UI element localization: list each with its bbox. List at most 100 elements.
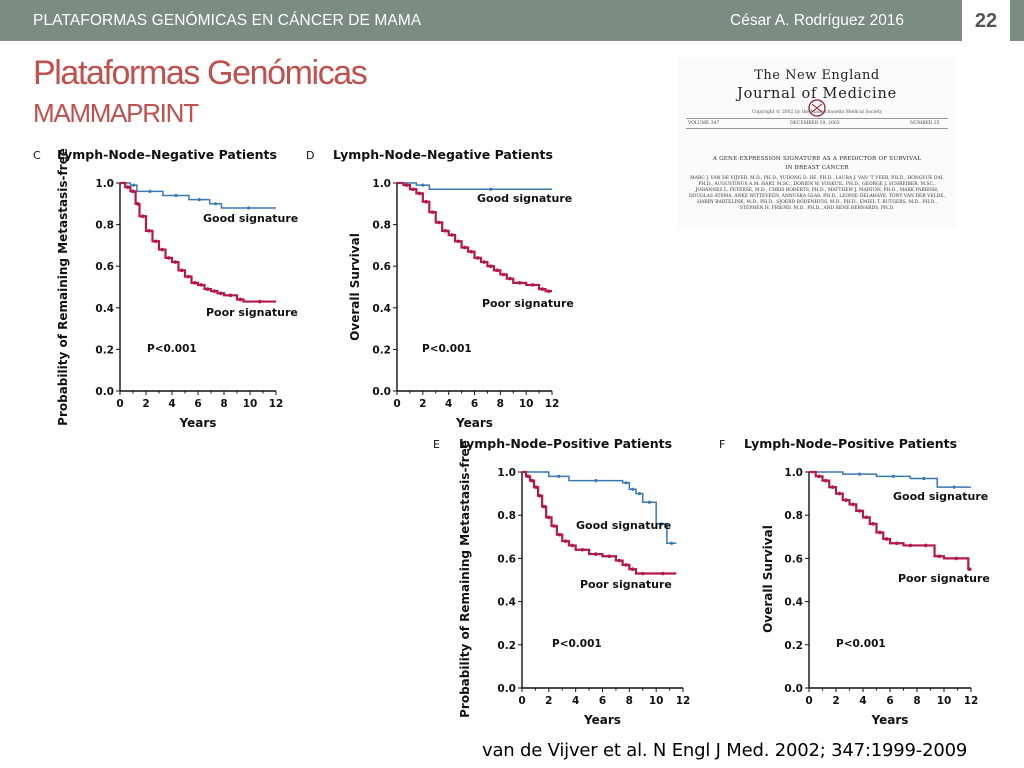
journal-number: NUMBER 25: [910, 121, 940, 126]
panel-d-xtick-label: 4: [445, 398, 452, 410]
journal-rule-2: [686, 128, 948, 129]
panel-e-poor-censor-mark: [563, 539, 568, 543]
panel-d-ytick-label: 0.4: [372, 303, 391, 315]
panel-f-poor-censor-mark: [817, 474, 821, 479]
panel-e-xtick-label: 6: [599, 695, 606, 707]
panel-f-ytick-label: 0.8: [784, 510, 803, 522]
panel-e-poor-censor-mark: [624, 563, 628, 567]
article-title-line1: A GENE-EXPRESSION SIGNATURE AS A PREDICT…: [712, 156, 922, 162]
panel-e-ytick-label: 0.4: [497, 597, 516, 609]
panel-d-poor-censor-mark: [463, 245, 467, 250]
page-number-box: 22: [962, 0, 1010, 41]
panel-d-x-label: Years: [455, 416, 493, 430]
panel-d-xtick-label: 0: [393, 398, 400, 410]
panel-c-poor-censor-mark: [179, 268, 184, 273]
panel-e-xtick-label: 8: [626, 695, 633, 707]
panel-c-good-signature-curve: [120, 182, 276, 209]
panel-c-poor-censor-mark: [238, 297, 243, 302]
panel-d-poor-censor-mark: [469, 249, 474, 254]
panel-c-good-censor-mark: [148, 189, 152, 193]
panel-c-xtick-label: 12: [269, 398, 284, 410]
panel-e-xtick-label: 0: [518, 695, 525, 707]
panel-c-poor-censor-mark: [160, 247, 165, 252]
panel-c-poor-censor-mark: [135, 202, 140, 206]
panel-d-poor-censor-mark: [437, 220, 441, 225]
panel-d-poor-censor-mark: [475, 256, 480, 260]
panel-c-ytick-label: 0.6: [95, 261, 114, 273]
panel-c-good-censor-mark: [132, 183, 136, 187]
panel-c-ytick-label: 0.0: [95, 386, 114, 398]
panel-c-poor-censor-mark: [147, 229, 152, 233]
panel-c-xtick-label: 6: [194, 398, 201, 410]
panel-c-poor-censor-mark: [228, 293, 233, 298]
panel-e-poor-censor-mark: [570, 543, 575, 548]
panel-c-title: Lymph-Node–Negative Patients: [57, 147, 277, 162]
panel-f-ytick-label: 0.6: [784, 553, 803, 565]
panel-e-poor-censor-mark: [630, 567, 635, 571]
panel-f-ytick-label: 1.0: [784, 467, 803, 479]
panel-f-ytick-label: 0.2: [784, 640, 803, 652]
panel-d-poor-censor-mark: [430, 210, 435, 214]
panel-e-poor-censor-mark: [593, 552, 598, 556]
panel-e-good-censor-mark: [637, 492, 641, 496]
panel-f-good-signature-curve: [809, 471, 971, 488]
course-title: PLATAFORMAS GENÓMICAS EN CÁNCER DE MAMA: [33, 12, 422, 29]
panel-d-ytick-label: 0.6: [372, 261, 391, 273]
panel-e-xtick-label: 2: [545, 695, 552, 707]
panel-c-poor-censor-mark: [199, 283, 204, 287]
panel-f-poor-censor-mark: [884, 537, 889, 541]
article-authors: MARC J. VAN DE VIJVER, M.D., PH.D., YUDO…: [689, 176, 945, 212]
panel-d-xtick-label: 2: [419, 398, 426, 410]
panel-d-poor-censor-mark: [456, 239, 461, 244]
panel-e-poor-censor-mark: [607, 554, 612, 559]
panel-e-x-label: Years: [583, 713, 621, 727]
panel-e-ytick-label: 0.0: [497, 683, 516, 695]
panel-f-x-label: Years: [871, 713, 909, 727]
panel-c-good-censor-mark: [174, 193, 178, 198]
panel-e-good-censor-mark: [631, 487, 635, 491]
article-title-line2: IN BREAST CANCER: [785, 165, 849, 171]
slide-subtitle: MAMMAPRINT: [33, 98, 199, 128]
panel-f-poor-censor-mark: [878, 530, 882, 535]
panel-f-poor-censor-mark: [864, 515, 869, 520]
panel-d-good-censor-mark: [421, 183, 425, 187]
panel-c-poor-censor-mark: [257, 299, 262, 304]
panel-f-poor-censor-mark: [954, 556, 958, 561]
panel-e-good-censor-mark: [659, 522, 664, 526]
panel-e-good-censor-mark: [594, 479, 598, 483]
panel-c-good-censor-mark: [213, 202, 218, 206]
panel-d-poor-signature-curve: [397, 181, 552, 293]
journal-volume: VOLUME 347: [688, 121, 720, 126]
panel-c-xtick-label: 10: [243, 398, 258, 410]
panel-c-ytick-label: 0.4: [95, 303, 114, 315]
panel-c-y-label-line1: Probability of Remaining Metastasis-free: [56, 148, 70, 426]
panel-f-good-censor-mark: [891, 474, 895, 478]
panel-d-xtick-label: 6: [471, 398, 478, 410]
panel-f-xtick-label: 0: [805, 695, 812, 707]
panel-e-title: Lymph-Node–Positive Patients: [459, 436, 672, 451]
panel-e-poor-censor-mark: [557, 532, 562, 537]
panel-d-poor-censor-mark: [417, 191, 422, 196]
panel-f-xtick-label: 6: [886, 695, 893, 707]
panel-e-poor-censor-mark: [552, 524, 556, 528]
panel-c-poor-censor-mark: [166, 256, 171, 260]
panel-d-xtick-label: 10: [519, 398, 534, 410]
panel-e-poor-censor-mark: [617, 558, 622, 563]
panel-d-p-value: P<0.001: [422, 343, 472, 355]
panel-e-poor-censor-mark: [538, 493, 542, 498]
panel-e-ytick-label: 1.0: [497, 467, 516, 479]
panel-f-ytick-label: 0.4: [784, 597, 803, 609]
panel-e-xtick-label: 10: [649, 695, 664, 707]
panel-f-xtick-label: 10: [937, 695, 952, 707]
panel-d-good-signature-label: Good signature: [477, 192, 572, 205]
panel-e-poor-signature-curve: [522, 470, 677, 575]
panel-d-good-signature-curve: [397, 182, 552, 190]
panel-c-poor-censor-mark: [126, 185, 130, 189]
citation: van de Vijver et al. N Engl J Med. 2002;…: [482, 740, 968, 761]
panel-c-good-censor-mark: [197, 198, 201, 202]
panel-d-title: Lymph-Node–Negative Patients: [333, 147, 553, 162]
panel-e-poor-censor-mark: [542, 504, 546, 509]
panel-c-poor-censor-mark: [186, 274, 191, 279]
panel-e-xtick-label: 12: [676, 695, 691, 707]
